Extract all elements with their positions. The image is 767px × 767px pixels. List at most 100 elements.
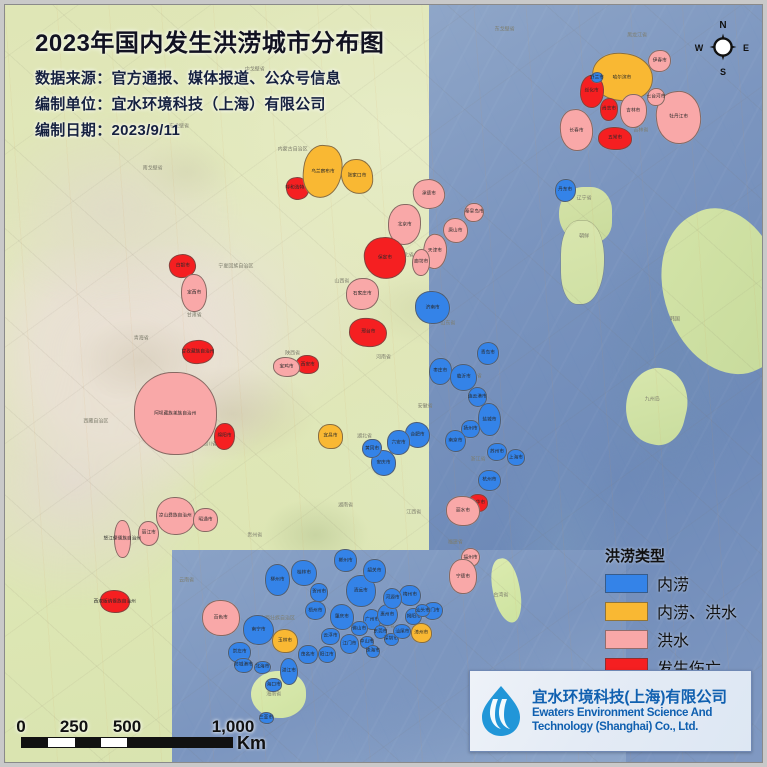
flooded-city-polygon[interactable]	[446, 495, 480, 526]
scale-bar-track	[21, 737, 233, 748]
flooded-city-polygon[interactable]	[297, 645, 318, 664]
flooded-city-polygon[interactable]	[410, 623, 432, 644]
legend-item-neilao-hongshui[interactable]: 内涝、洪水	[605, 599, 737, 623]
flooded-city-polygon[interactable]	[554, 179, 576, 202]
legend-item-hongshui[interactable]: 洪水	[605, 627, 737, 651]
flooded-city-polygon[interactable]	[279, 657, 298, 685]
flooded-city-polygon[interactable]	[339, 157, 375, 195]
flooded-city-polygon[interactable]	[310, 583, 329, 602]
flooded-city-polygon[interactable]	[428, 357, 452, 385]
compass-rose: N S W E	[694, 15, 752, 79]
flooded-city-polygon[interactable]	[362, 438, 382, 459]
legend-swatch	[605, 601, 648, 621]
flooded-city-polygon[interactable]	[296, 355, 320, 374]
flooded-city-polygon[interactable]	[345, 278, 379, 311]
province-label: 中戈壁省	[244, 66, 265, 73]
flooded-city-polygon[interactable]	[415, 291, 451, 325]
flooded-city-polygon[interactable]	[213, 422, 236, 451]
flooded-city-polygon[interactable]	[329, 603, 354, 630]
flooded-city-polygon[interactable]	[304, 600, 326, 621]
scale-segment	[205, 738, 232, 747]
flooded-city-polygon[interactable]	[201, 600, 240, 637]
flooded-city-polygon[interactable]	[487, 442, 507, 461]
scale-tick-label: 0	[16, 717, 26, 736]
flooded-city-polygon[interactable]	[464, 202, 485, 223]
flooded-city-polygon[interactable]	[181, 273, 208, 312]
flooded-city-polygon[interactable]	[133, 372, 217, 456]
flooded-city-polygon[interactable]	[99, 590, 130, 613]
flooded-city-polygon[interactable]	[467, 387, 488, 407]
flooded-city-polygon[interactable]	[193, 507, 218, 532]
flooded-city-polygon[interactable]	[114, 519, 131, 558]
flooded-city-polygon[interactable]	[449, 559, 477, 594]
province-label: 江西省	[406, 509, 422, 516]
flooded-city-polygon[interactable]	[321, 628, 340, 645]
province-label: 河南省	[375, 354, 392, 361]
flooded-city-polygon[interactable]	[382, 587, 403, 610]
flooded-city-polygon[interactable]	[476, 341, 500, 365]
flooded-city-polygon[interactable]	[366, 644, 380, 659]
flooded-city-polygon[interactable]	[442, 217, 469, 244]
company-logo-card: 宜水环境科技(上海)有限公司 Ewaters Environment Scien…	[469, 670, 752, 752]
province-label: 辽宁省	[576, 195, 592, 202]
province-label: 海南省	[266, 691, 282, 698]
province-label: 韩国	[669, 316, 680, 323]
terrain-plateau-north-layer	[5, 80, 278, 339]
flooded-city-polygon[interactable]	[600, 98, 619, 121]
province-label: 九州岛	[644, 396, 660, 403]
flooded-city-polygon[interactable]	[138, 520, 160, 547]
province-label: 山东省	[440, 320, 456, 327]
flooded-city-polygon[interactable]	[415, 603, 431, 618]
flooded-city-polygon[interactable]	[411, 177, 447, 212]
flooded-city-polygon[interactable]	[590, 72, 604, 83]
flooded-city-polygon[interactable]	[363, 559, 386, 584]
company-name-block: 宜水环境科技(上海)有限公司 Ewaters Environment Scien…	[532, 689, 751, 734]
flooded-city-polygon[interactable]	[339, 634, 360, 654]
flooded-city-polygon[interactable]	[291, 559, 317, 586]
flooded-city-polygon[interactable]	[265, 677, 283, 692]
flooded-city-polygon[interactable]	[506, 449, 526, 466]
scale-segment	[153, 738, 180, 747]
flooded-city-polygon[interactable]	[619, 94, 647, 128]
flooded-city-polygon[interactable]	[234, 657, 253, 673]
flooded-city-polygon[interactable]	[350, 621, 368, 637]
flooded-city-polygon[interactable]	[648, 49, 672, 73]
flooded-city-polygon[interactable]	[254, 660, 271, 675]
flooded-city-polygon[interactable]	[318, 424, 343, 449]
map-frame: 苏赫巴托尔省 东戈壁省 中戈壁省 东戈壁省 南戈壁省 黑龙江省 吉林省 辽宁省 朝鲜 韩国 内蒙古自…	[4, 4, 763, 763]
flooded-city-polygon[interactable]	[412, 248, 431, 276]
flooded-city-polygon[interactable]	[478, 403, 501, 437]
scale-bar-unit: Km	[237, 733, 267, 753]
flooded-city-polygon[interactable]	[258, 712, 274, 725]
scale-segment	[48, 738, 75, 747]
flooded-city-polygon[interactable]	[646, 88, 666, 107]
flooded-city-polygon[interactable]	[558, 108, 595, 153]
flooded-city-polygon[interactable]	[272, 357, 301, 377]
flooded-city-polygon[interactable]	[155, 497, 195, 535]
flooded-city-polygon[interactable]	[180, 337, 216, 366]
flooded-city-polygon[interactable]	[399, 584, 421, 607]
flooded-city-polygon[interactable]	[300, 143, 346, 200]
province-label: 安徽省	[417, 403, 433, 410]
province-label: 黑龙江省	[627, 32, 648, 39]
flooded-city-polygon[interactable]	[334, 549, 357, 572]
flooded-city-polygon[interactable]	[317, 646, 336, 663]
flooded-city-polygon[interactable]	[444, 429, 466, 453]
flooded-city-polygon[interactable]	[387, 430, 410, 455]
flooded-city-polygon[interactable]	[598, 126, 632, 150]
flooded-city-polygon[interactable]	[242, 615, 275, 646]
legend-item-neilao[interactable]: 内涝	[605, 571, 737, 595]
flooded-city-polygon[interactable]	[272, 628, 298, 653]
company-name-en-line1: Ewaters Environment Science And	[532, 706, 713, 719]
flooded-city-polygon[interactable]	[450, 363, 478, 392]
scale-tick-label: 1,000	[211, 717, 255, 736]
flooded-city-polygon[interactable]	[461, 419, 480, 438]
flooded-city-polygon[interactable]	[393, 624, 412, 640]
flooded-city-polygon[interactable]	[478, 469, 501, 491]
province-label: 浙江省	[470, 456, 486, 463]
flooded-city-polygon[interactable]	[264, 564, 291, 597]
legend-title: 洪涝类型	[605, 548, 666, 565]
flooded-city-polygon[interactable]	[348, 316, 389, 348]
